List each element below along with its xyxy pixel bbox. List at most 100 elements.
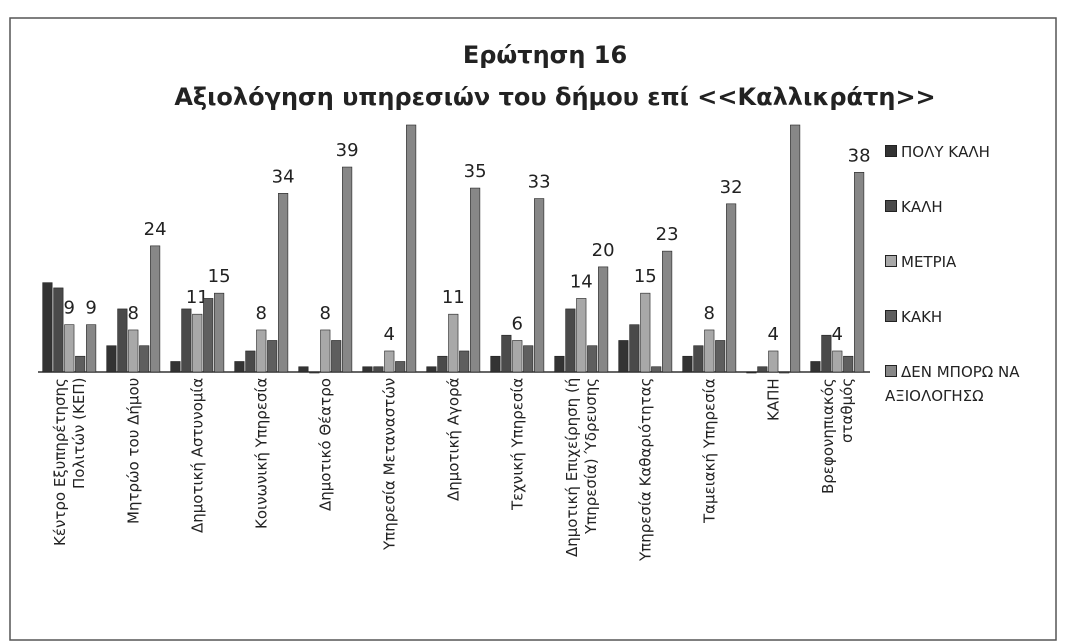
bar [662, 250, 673, 373]
legend-label: ΔΕΝ ΜΠΟΡΩ ΝΑ ΑΞΙΟΛΟΓΗΣΩ [885, 363, 1020, 405]
data-label: 8 [128, 303, 139, 324]
x-tick-label: Κοινωνική Υπηρεσία [252, 378, 271, 530]
bar [437, 355, 448, 373]
bar [576, 298, 587, 373]
bar [192, 313, 203, 373]
x-tick-label: Δημοτική Αγορά [444, 378, 463, 502]
legend-label: ΜΕΤΡΙΑ [901, 253, 957, 271]
bar [821, 334, 832, 373]
bar [128, 329, 139, 373]
data-label: 6 [512, 313, 523, 334]
legend-swatch [885, 310, 897, 322]
bar [395, 361, 406, 373]
x-tick-label: Τεχνική Υπηρεσία [508, 378, 527, 511]
data-label: 11 [442, 287, 465, 308]
data-label: 4 [384, 324, 395, 345]
data-label: 9 [64, 298, 75, 319]
legend-swatch [885, 145, 897, 157]
chart-subtitle: Αξιολόγηση υπηρεσιών του δήμου επί <<Καλ… [174, 83, 935, 111]
bar [651, 366, 662, 373]
bar [790, 124, 801, 373]
legend-swatch [885, 200, 897, 212]
legend-entry: ΚΑΛΗ [885, 195, 1055, 219]
data-label: 38 [848, 145, 871, 166]
bar [331, 340, 342, 373]
legend-entry: ΔΕΝ ΜΠΟΡΩ ΝΑ ΑΞΙΟΛΟΓΗΣΩ [885, 360, 1055, 408]
bar [832, 350, 843, 373]
bar [726, 203, 737, 373]
x-tick-label: ΚΑΠΗ [764, 378, 783, 421]
bar [86, 324, 97, 373]
bar [470, 187, 481, 373]
legend-label: ΚΑΛΗ [901, 198, 943, 216]
bar [448, 313, 459, 373]
bar [170, 361, 181, 373]
legend-swatch [885, 255, 897, 267]
bar [256, 329, 267, 373]
x-tick-label: Δημοτική Επιχείρηση (ή Υπηρεσία) Ύδρευση… [563, 378, 600, 558]
bar [150, 245, 161, 373]
bar [384, 350, 395, 373]
bar [490, 355, 501, 373]
bar [640, 292, 651, 373]
bar [746, 371, 757, 374]
data-label: 23 [656, 224, 679, 245]
bar [598, 266, 609, 373]
x-tick-label: Ταμειακή Υπηρεσία [700, 378, 719, 523]
data-label: 4 [768, 324, 779, 345]
bar [234, 361, 245, 373]
data-label: 8 [320, 303, 331, 324]
bar [406, 124, 417, 373]
x-tick-label: Υπηρεσία Μεταναστών [380, 378, 399, 551]
bar [459, 350, 470, 373]
bar [267, 340, 278, 373]
bar [426, 366, 437, 373]
bar [682, 355, 693, 373]
bar [298, 366, 309, 373]
bar [854, 171, 865, 373]
bar [779, 371, 790, 374]
bar [618, 340, 629, 373]
bar [362, 366, 373, 373]
bar [309, 371, 320, 374]
legend-entry: ΜΕΤΡΙΑ [885, 250, 1055, 274]
bar [523, 345, 534, 373]
data-label: 8 [704, 303, 715, 324]
bar [512, 340, 523, 373]
bar [587, 345, 598, 373]
bar [53, 287, 64, 373]
x-tick-label: Δημοτικό Θέατρο [316, 378, 335, 511]
bar [75, 355, 86, 373]
x-tick-label: Δημοτική Αστυνομία [188, 378, 207, 534]
data-label: 4 [832, 324, 843, 345]
data-label: 34 [272, 166, 295, 187]
bar [768, 350, 779, 373]
bar [342, 166, 353, 373]
data-label: 39 [336, 140, 359, 161]
data-label: 11 [186, 287, 209, 308]
bar [534, 198, 545, 373]
data-label: 8 [256, 303, 267, 324]
data-label: 24 [144, 219, 167, 240]
bar [139, 345, 150, 373]
bar [565, 308, 576, 373]
bar [715, 340, 726, 373]
legend-swatch [885, 365, 897, 377]
data-label: 32 [720, 177, 743, 198]
bar [843, 355, 854, 373]
bar [757, 366, 768, 373]
x-tick-label: Υπηρεσία Καθαριότητας [636, 378, 655, 562]
bar [42, 282, 53, 373]
legend-label: ΚΑΚΗ [901, 308, 943, 326]
bar [810, 361, 821, 373]
x-tick-label: Βρεφονηπιακός σταθμός [819, 378, 856, 494]
bar [704, 329, 715, 373]
bar [554, 355, 565, 373]
frame [9, 17, 1057, 641]
bar [629, 324, 640, 373]
bar [117, 308, 128, 373]
data-label: 15 [634, 266, 657, 287]
data-label: 15 [208, 266, 231, 287]
bar [245, 350, 256, 373]
